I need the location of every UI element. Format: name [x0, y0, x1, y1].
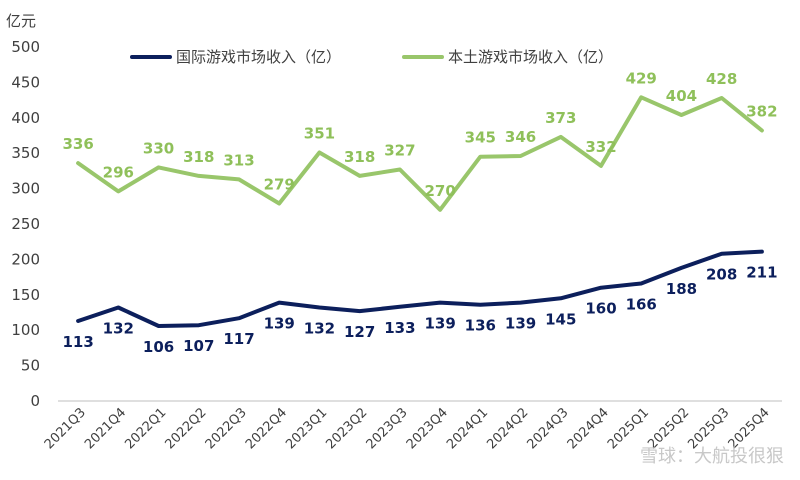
series-line	[76, 95, 764, 212]
x-tick-label: 2023Q2	[323, 405, 370, 452]
y-tick-label: 350	[11, 144, 40, 162]
x-tick-label: 2022Q4	[243, 405, 290, 452]
data-label: 107	[183, 337, 214, 355]
x-tick-label: 2021Q4	[82, 405, 129, 452]
y-tick-label: 300	[11, 180, 40, 198]
y-tick-label: 200	[11, 250, 40, 268]
data-label: 382	[746, 103, 777, 121]
data-label: 296	[103, 163, 134, 181]
x-tick-label: 2022Q1	[122, 405, 169, 452]
data-label: 279	[264, 175, 295, 193]
legend-entry: 国际游戏市场收入（亿）	[176, 48, 341, 66]
y-tick-label: 500	[11, 38, 40, 56]
y-tick-label: 0	[30, 392, 40, 410]
data-label: 106	[143, 338, 174, 356]
data-label: 139	[264, 315, 295, 333]
data-label: 346	[505, 128, 536, 146]
data-label: 133	[384, 319, 415, 337]
y-tick-label: 50	[21, 357, 40, 375]
data-label: 351	[304, 124, 335, 142]
legend: 国际游戏市场收入（亿） 本土游戏市场收入（亿）	[130, 48, 613, 66]
x-tick-label: 2024Q4	[565, 405, 612, 452]
data-label: 428	[706, 70, 737, 88]
y-axis: 0 50 100 150 200 250 300 350 400 450 500	[11, 38, 40, 410]
data-label: 166	[626, 295, 657, 313]
x-tick-label: 2024Q2	[484, 405, 531, 452]
watermark: 雪球：大航投很狠	[640, 446, 784, 467]
data-label: 327	[384, 141, 415, 159]
data-label: 208	[706, 266, 737, 284]
data-label: 113	[62, 333, 93, 351]
y-axis-unit-label: 亿元	[6, 12, 36, 30]
y-tick-label: 250	[11, 215, 40, 233]
data-label: 313	[223, 151, 254, 169]
data-label: 145	[545, 310, 576, 328]
data-label: 211	[746, 264, 777, 282]
series-lines	[76, 95, 764, 328]
data-label: 429	[626, 69, 657, 87]
x-tick-label: 2023Q3	[364, 405, 411, 452]
x-tick-label: 2023Q1	[283, 405, 330, 452]
data-label: 139	[505, 315, 536, 333]
y-tick-label: 150	[11, 286, 40, 304]
y-tick-label: 400	[11, 109, 40, 127]
data-label: 188	[666, 280, 697, 298]
data-label: 139	[424, 315, 455, 333]
y-tick-label: 100	[11, 321, 40, 339]
series-line	[76, 249, 764, 328]
data-label: 373	[545, 109, 576, 127]
data-label: 132	[304, 320, 335, 338]
data-label: 160	[585, 300, 616, 318]
data-label: 345	[465, 129, 496, 147]
data-label: 330	[143, 139, 174, 157]
x-tick-label: 2022Q3	[203, 405, 250, 452]
data-label: 336	[62, 135, 93, 153]
x-tick-label: 2022Q2	[163, 405, 210, 452]
data-label: 404	[666, 87, 697, 105]
data-label: 127	[344, 323, 375, 341]
data-label: 318	[344, 148, 375, 166]
x-tick-label: 2024Q1	[444, 405, 491, 452]
data-label: 332	[585, 138, 616, 156]
x-tick-label: 2024Q3	[525, 405, 572, 452]
x-tick-label: 2021Q3	[42, 405, 89, 452]
y-tick-label: 450	[11, 73, 40, 91]
data-label: 132	[103, 320, 134, 338]
data-label: 136	[465, 317, 496, 335]
data-labels: 113 132 106 107 117 139 132 127 133 139 136 139 145 1…	[62, 69, 777, 356]
data-label: 318	[183, 148, 214, 166]
x-tick-label: 2023Q4	[404, 405, 451, 452]
data-label: 270	[424, 182, 455, 200]
data-label: 117	[223, 330, 254, 348]
legend-entry: 本土游戏市场收入（亿）	[448, 48, 613, 66]
